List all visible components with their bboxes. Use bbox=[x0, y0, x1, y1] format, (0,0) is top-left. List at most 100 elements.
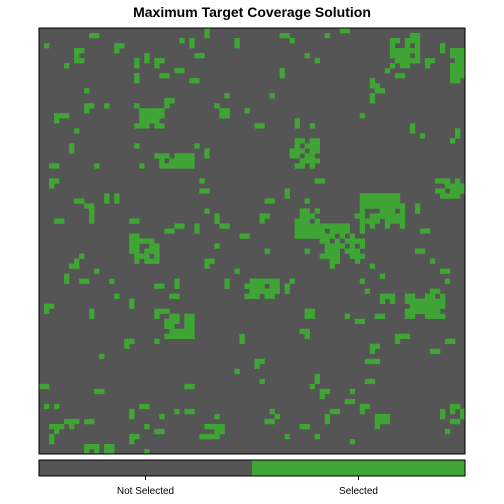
selected-cell bbox=[389, 48, 396, 54]
selected-cell bbox=[399, 48, 406, 54]
selected-cell bbox=[439, 408, 446, 415]
selected-cell bbox=[154, 283, 160, 289]
selected-cell bbox=[374, 203, 381, 209]
selected-cell bbox=[299, 223, 305, 229]
selected-cell bbox=[224, 278, 230, 284]
legend-label: Selected bbox=[339, 486, 378, 497]
selected-cell bbox=[224, 223, 230, 229]
selected-cell bbox=[84, 203, 90, 209]
selected-cell bbox=[199, 433, 205, 440]
selected-cell bbox=[159, 73, 165, 79]
selected-cell bbox=[359, 253, 366, 259]
selected-cell bbox=[359, 213, 366, 219]
selected-cell bbox=[344, 398, 351, 405]
selected-cell bbox=[429, 58, 436, 64]
selected-cell bbox=[264, 418, 270, 425]
selected-cell bbox=[174, 153, 180, 159]
selected-cell bbox=[329, 253, 335, 259]
selected-cell bbox=[309, 138, 315, 144]
selected-cell bbox=[269, 198, 275, 204]
selected-cell bbox=[394, 213, 401, 219]
selected-cell bbox=[454, 63, 461, 69]
selected-cell bbox=[359, 198, 366, 204]
selected-cell bbox=[154, 153, 160, 159]
selected-cell bbox=[329, 223, 335, 229]
selected-cell bbox=[159, 108, 165, 114]
selected-cell bbox=[294, 228, 300, 234]
selected-cell bbox=[64, 63, 70, 69]
selected-cell bbox=[149, 243, 155, 249]
selected-cell bbox=[139, 118, 145, 124]
selected-cell bbox=[154, 313, 160, 319]
selected-cell bbox=[309, 223, 315, 229]
selected-cell bbox=[359, 318, 366, 324]
selected-cell bbox=[189, 323, 195, 329]
selected-cell bbox=[239, 233, 245, 239]
selected-cell bbox=[54, 218, 60, 224]
selected-cell bbox=[189, 43, 195, 49]
selected-cell bbox=[184, 163, 190, 169]
selected-cell bbox=[304, 198, 310, 204]
selected-cell bbox=[354, 213, 361, 219]
selected-cell bbox=[264, 198, 270, 204]
selected-cell bbox=[109, 443, 115, 450]
selected-cell bbox=[79, 58, 85, 64]
selected-cell bbox=[219, 428, 225, 435]
selected-cell bbox=[149, 108, 155, 114]
selected-cell bbox=[129, 248, 135, 254]
selected-cell bbox=[189, 313, 195, 319]
selected-cell bbox=[299, 138, 305, 144]
selected-cell bbox=[39, 383, 45, 390]
selected-cell bbox=[294, 123, 300, 129]
selected-cell bbox=[269, 278, 275, 284]
selected-cell bbox=[154, 118, 160, 124]
selected-cell bbox=[144, 118, 150, 124]
selected-cell bbox=[89, 418, 95, 425]
selected-cell bbox=[309, 143, 315, 149]
selected-cell bbox=[454, 78, 461, 84]
selected-cell bbox=[369, 348, 376, 355]
selected-cell bbox=[309, 163, 315, 169]
selected-cell bbox=[279, 73, 285, 79]
selected-cell bbox=[169, 313, 175, 319]
selected-cell bbox=[444, 178, 451, 184]
selected-cell bbox=[444, 278, 451, 284]
selected-cell bbox=[384, 203, 391, 209]
selected-cell bbox=[184, 153, 190, 159]
selected-cell bbox=[74, 128, 80, 134]
selected-cell bbox=[44, 308, 50, 314]
selected-cell bbox=[349, 438, 356, 445]
selected-cell bbox=[84, 103, 90, 109]
selected-cell bbox=[169, 98, 175, 104]
selected-cell bbox=[389, 213, 396, 219]
selected-cell bbox=[104, 443, 110, 450]
selected-cell bbox=[294, 163, 300, 169]
selected-cell bbox=[414, 248, 421, 254]
selected-cell bbox=[454, 193, 461, 199]
selected-cell bbox=[139, 253, 145, 259]
selected-cell bbox=[209, 423, 215, 430]
selected-cell bbox=[204, 433, 210, 440]
selected-cell bbox=[319, 228, 325, 234]
selected-cell bbox=[384, 68, 391, 74]
selected-cell bbox=[199, 178, 205, 184]
selected-cell bbox=[64, 273, 70, 279]
selected-cell bbox=[154, 63, 160, 69]
selected-cell bbox=[154, 108, 160, 114]
selected-cell bbox=[359, 208, 366, 214]
selected-cell bbox=[364, 198, 371, 204]
selected-cell bbox=[174, 278, 180, 284]
selected-cell bbox=[339, 28, 346, 34]
selected-cell bbox=[179, 333, 185, 340]
selected-cell bbox=[349, 233, 356, 239]
selected-cell bbox=[299, 233, 305, 239]
legend-swatch-not-selected bbox=[39, 460, 252, 476]
selected-cell bbox=[329, 248, 335, 254]
selected-cell bbox=[374, 198, 381, 204]
selected-cell bbox=[444, 193, 451, 199]
selected-cell bbox=[199, 188, 205, 194]
selected-cell bbox=[224, 283, 230, 289]
selected-cell bbox=[439, 303, 446, 309]
selected-cell bbox=[374, 88, 381, 94]
